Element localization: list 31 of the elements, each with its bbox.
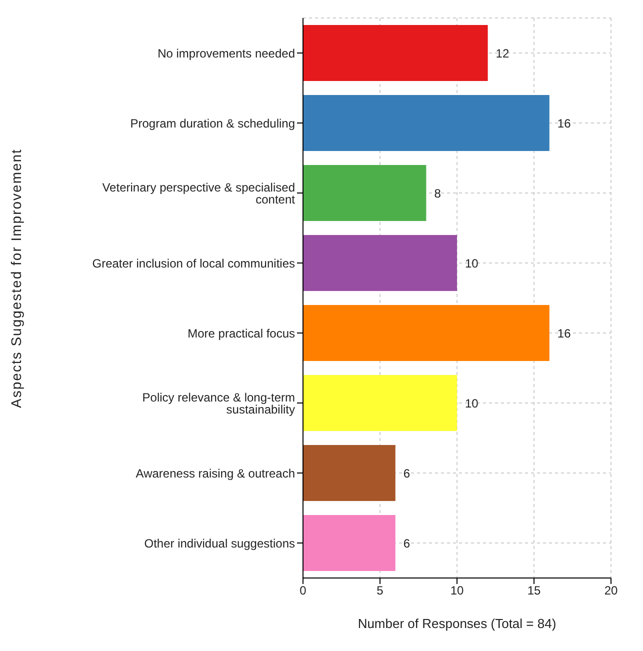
bar [303,25,488,81]
y-tick-label: No improvements needed [158,46,295,60]
data-label: 8 [434,186,442,200]
bar [303,95,550,151]
data-label: 10 [465,256,479,270]
y-tick-label: Policy relevance & long-term sustainability [142,390,295,416]
bar [303,305,550,361]
x-tick-label: 20 [604,584,618,598]
x-tick-label: 0 [300,584,307,598]
y-tick-label: More practical focus [188,326,295,340]
y-tick-label: Veterinary perspective & specialised content [102,180,296,206]
bar [303,165,426,221]
data-label: 6 [403,536,410,550]
x-tick-label: 10 [450,584,464,598]
data-label: 16 [557,116,572,130]
y-tick-label: Program duration & scheduling [130,116,295,130]
data-label: 10 [465,396,479,410]
x-axis-title: Number of Responses (Total = 84) [358,616,556,631]
x-tick-label: 5 [376,584,384,598]
bar [303,375,457,431]
y-tick-label: Other individual suggestions [144,536,295,550]
bar [303,515,396,571]
y-tick-label: Greater inclusion of local communities [92,256,295,270]
data-label: 6 [403,466,410,480]
x-tick-label: 15 [527,584,541,598]
bar [303,445,396,501]
y-tick-label: Awareness raising & outreach [136,466,295,480]
y-axis-title: Aspects Suggested for Improvement [8,148,24,408]
data-label: 16 [557,326,572,340]
bar [303,235,457,291]
data-label: 12 [496,46,510,60]
